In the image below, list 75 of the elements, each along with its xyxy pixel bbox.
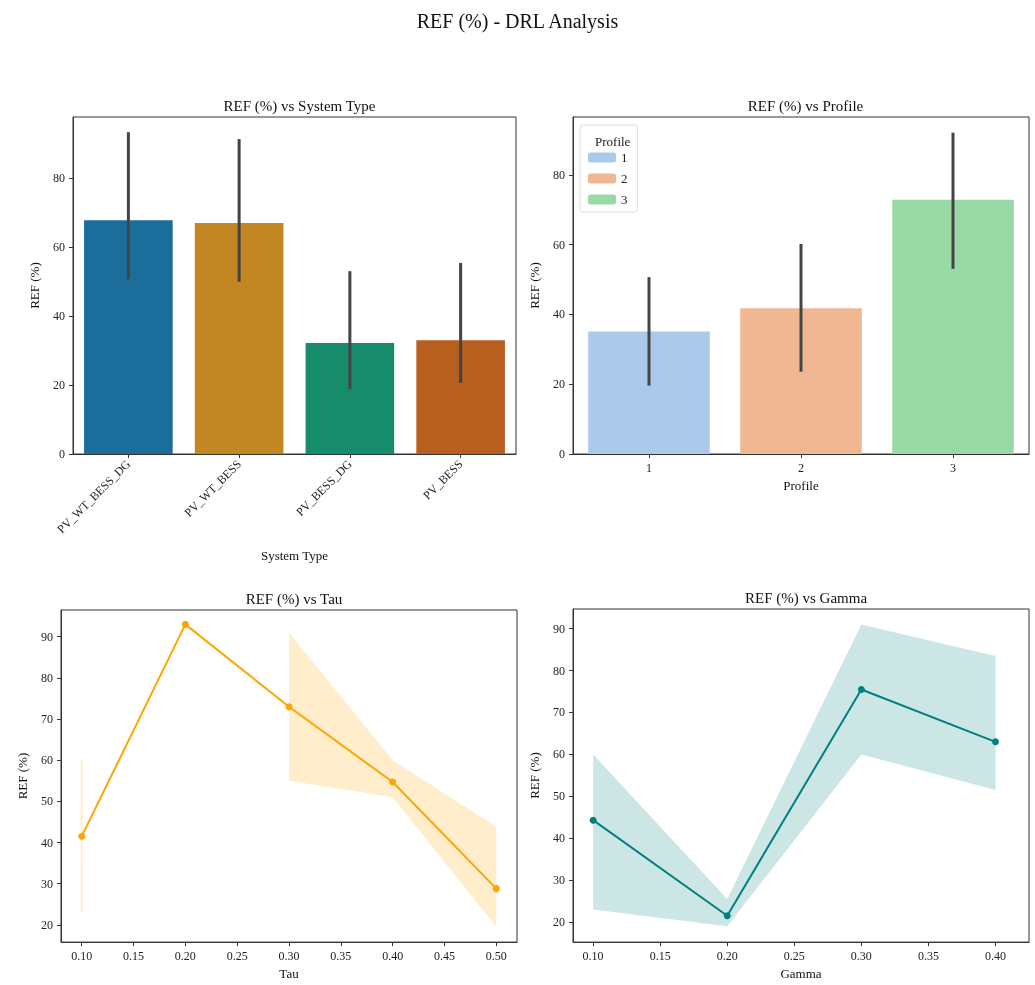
point <box>857 685 865 693</box>
y-tick-label: 40 <box>553 831 565 846</box>
point <box>285 703 293 711</box>
x-tick-label: 0.20 <box>716 949 738 964</box>
point <box>589 816 597 824</box>
x-axis-title: Tau <box>279 966 300 981</box>
point <box>723 912 731 920</box>
x-tick-label: 0.35 <box>917 949 939 964</box>
x-tick-label: 2 <box>798 461 804 475</box>
y-axis-title: REF (%) <box>27 262 42 309</box>
y-tick-label: 0 <box>559 447 565 461</box>
y-tick-label: 70 <box>553 705 565 720</box>
y-tick-label: 20 <box>553 914 565 929</box>
point <box>78 832 86 840</box>
y-tick-label: 30 <box>553 873 565 888</box>
legend-title: Profile <box>595 134 631 149</box>
bar <box>416 340 505 454</box>
y-tick-label: 20 <box>553 377 565 392</box>
legend-label: 2 <box>621 171 628 186</box>
y-tick-label: 40 <box>53 309 65 324</box>
x-tick-label: 0.30 <box>278 949 300 964</box>
y-tick-label: 50 <box>41 794 53 809</box>
y-tick-label: 70 <box>41 712 53 727</box>
chart-title: REF (%) vs Gamma <box>744 589 868 607</box>
x-tick-label: 0.25 <box>226 949 248 964</box>
y-tick-label: 90 <box>41 629 53 644</box>
x-tick-label: 0.10 <box>582 949 604 964</box>
y-tick-label: 60 <box>553 237 565 252</box>
x-tick-label: 0.45 <box>433 949 455 964</box>
bar <box>84 220 173 454</box>
x-tick-label: 0.20 <box>174 949 196 964</box>
y-axis-title: REF (%) <box>15 752 30 800</box>
chart-title: REF (%) vs System Type <box>223 97 376 115</box>
x-tick-label: 0.35 <box>330 949 352 964</box>
y-tick-label: 60 <box>41 753 53 768</box>
legend-label: 1 <box>621 150 628 165</box>
y-tick-label: 20 <box>53 378 65 393</box>
x-tick-label: 0.15 <box>649 949 671 964</box>
chart-title: REF (%) vs Tau <box>245 590 343 608</box>
x-tick-label: 1 <box>646 461 652 475</box>
point <box>389 778 397 786</box>
x-tick-label: 0.40 <box>984 949 1006 964</box>
y-tick-label: 20 <box>41 917 53 932</box>
y-tick-label: 60 <box>53 240 65 255</box>
x-axis-title: System Type <box>260 548 329 563</box>
bar <box>194 222 284 454</box>
x-axis-title: Gamma <box>780 966 822 981</box>
x-tick-label: 0.25 <box>783 949 805 964</box>
y-tick-label: 80 <box>53 171 65 186</box>
x-tick-label: 0.10 <box>71 949 93 964</box>
y-tick-label: 80 <box>553 663 565 678</box>
y-tick-label: 0 <box>59 447 65 461</box>
y-tick-label: 80 <box>553 167 565 182</box>
x-tick-label: 0.15 <box>123 949 145 964</box>
y-tick-label: 90 <box>553 621 565 636</box>
legend-label: 3 <box>621 192 628 207</box>
x-tick-label: 0.30 <box>850 949 872 964</box>
y-axis-title: REF (%) <box>527 752 542 799</box>
text: REF (%) - DRL Analysis <box>415 10 620 33</box>
x-tick-label: 3 <box>950 461 956 475</box>
y-axis-title: REF (%) <box>527 262 542 309</box>
y-tick-label: 80 <box>41 670 53 685</box>
y-tick-label: 50 <box>553 789 565 804</box>
point <box>991 738 999 746</box>
bar <box>305 342 395 454</box>
point <box>492 885 500 893</box>
y-tick-label: 60 <box>553 747 565 762</box>
y-tick-label: 40 <box>553 307 565 322</box>
x-tick-label: 0.40 <box>382 949 404 964</box>
x-tick-label: 0.50 <box>485 949 507 964</box>
chart-title: REF (%) vs Profile <box>747 97 864 115</box>
x-axis-title: Profile <box>783 477 819 493</box>
point <box>181 620 189 628</box>
y-tick-label: 30 <box>41 876 53 891</box>
y-tick-label: 40 <box>41 835 53 850</box>
